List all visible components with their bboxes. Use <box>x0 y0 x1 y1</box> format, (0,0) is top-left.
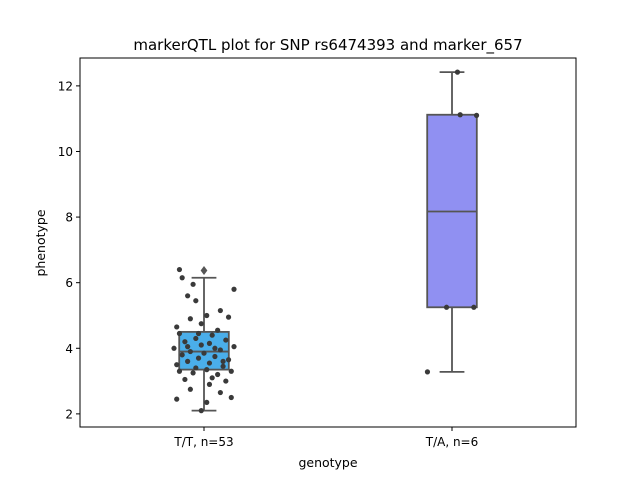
data-point <box>193 298 199 304</box>
y-tick-label: 6 <box>65 276 73 290</box>
data-point <box>179 275 185 281</box>
data-point <box>187 348 193 355</box>
x-axis: T/T, n=53 T/A, n=6 <box>173 427 478 449</box>
x-tick-label: T/T, n=53 <box>173 435 233 449</box>
axes-frame <box>79 57 577 428</box>
data-point <box>174 396 180 402</box>
data-point <box>193 335 199 342</box>
data-point <box>198 408 204 414</box>
data-point <box>215 371 221 378</box>
data-point <box>209 332 215 338</box>
data-point <box>171 345 177 351</box>
data-point <box>228 368 234 374</box>
data-point <box>206 340 213 346</box>
data-point <box>225 357 232 363</box>
data-point <box>212 353 218 360</box>
data-point <box>217 347 223 353</box>
data-point <box>204 399 210 405</box>
data-point <box>209 375 215 381</box>
data-point <box>206 381 213 387</box>
data-point <box>179 352 185 358</box>
data-point <box>204 312 210 319</box>
data-point <box>201 350 207 356</box>
data-point <box>204 367 210 373</box>
data-point <box>424 369 431 375</box>
data-point <box>190 370 196 376</box>
y-axis: 2 4 6 8 10 12 <box>58 79 80 421</box>
data-point <box>212 345 218 351</box>
y-tick-label: 8 <box>65 211 73 225</box>
data-point <box>182 339 188 345</box>
outlier-point <box>200 266 208 276</box>
box-group <box>171 266 237 414</box>
data-point <box>187 316 193 322</box>
data-point <box>217 307 223 314</box>
data-point <box>215 327 221 333</box>
y-tick-label: 10 <box>58 145 73 159</box>
data-point <box>176 368 183 374</box>
data-point <box>195 355 202 361</box>
data-point <box>176 330 183 337</box>
data-point <box>223 337 229 343</box>
data-point <box>223 378 229 384</box>
data-point <box>471 304 477 310</box>
y-tick-label: 4 <box>65 342 73 356</box>
data-point <box>443 304 450 310</box>
x-axis-label: genotype <box>298 455 357 470</box>
box-group <box>424 69 480 375</box>
data-point <box>185 344 191 350</box>
data-point <box>231 344 237 350</box>
data-point <box>454 69 461 75</box>
x-tick-label: T/A, n=6 <box>425 435 479 449</box>
data-point <box>198 321 204 327</box>
plot-area <box>171 69 480 414</box>
data-point <box>473 112 480 118</box>
data-point <box>220 358 226 364</box>
data-point <box>174 362 180 368</box>
data-point <box>231 286 237 292</box>
data-point <box>185 293 191 299</box>
data-point <box>193 365 199 371</box>
y-tick-label: 2 <box>65 407 73 421</box>
data-point <box>457 112 463 118</box>
y-axis-label: phenotype <box>33 209 48 276</box>
data-point <box>195 330 202 337</box>
data-point <box>182 376 188 383</box>
data-point <box>190 281 196 287</box>
data-point <box>220 363 226 369</box>
data-point <box>185 358 191 364</box>
data-point <box>174 324 180 330</box>
data-point <box>187 386 193 392</box>
chart-title: markerQTL plot for SNP rs6474393 and mar… <box>133 36 522 55</box>
data-point <box>225 314 232 320</box>
data-point <box>228 394 234 401</box>
y-tick-label: 12 <box>58 79 73 93</box>
data-point <box>198 342 204 348</box>
data-point <box>217 389 223 396</box>
data-point <box>176 266 183 273</box>
data-point <box>206 360 213 366</box>
